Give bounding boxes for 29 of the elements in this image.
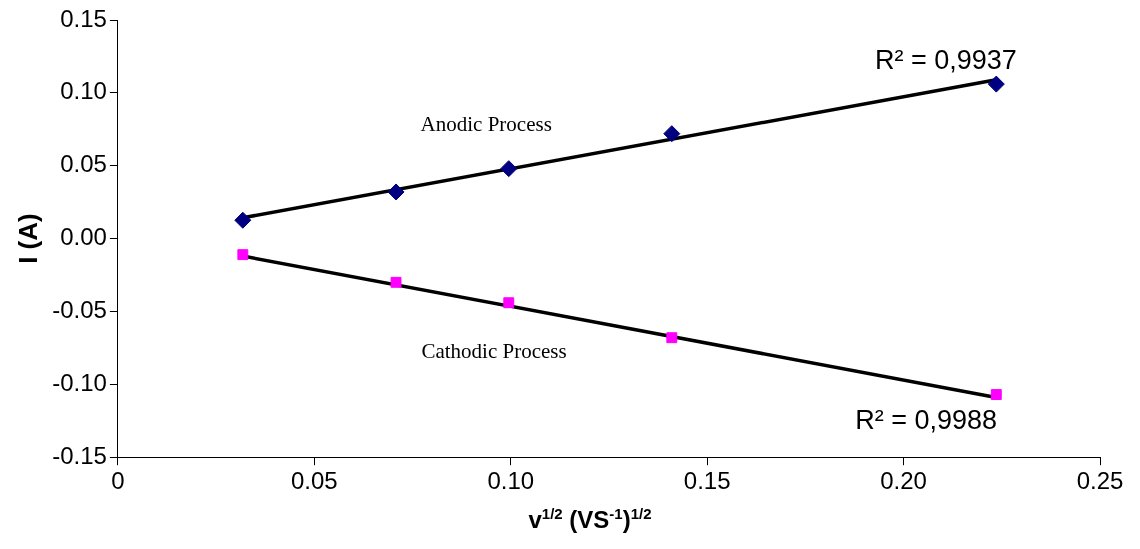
- point: [234, 211, 252, 229]
- y-tick-label: -0.10: [52, 368, 107, 396]
- point: [500, 160, 518, 178]
- y-tick-label: 0.05: [60, 150, 107, 178]
- point: [663, 125, 681, 143]
- y-tick-label: -0.15: [52, 441, 107, 469]
- annotation: R² = 0,9988: [855, 404, 998, 435]
- x-tick-label: 0: [111, 467, 125, 495]
- point: [666, 332, 678, 344]
- annotation: Anodic Process: [420, 111, 552, 136]
- y-tick-label: -0.05: [52, 296, 107, 324]
- annotation: Cathodic Process: [421, 339, 567, 364]
- x-tick-label: 0.25: [1076, 467, 1124, 495]
- x-axis-title: v$^{1/2}$ (VS$^{-1}$)$^{1/2}$: [527, 505, 653, 534]
- point: [237, 249, 249, 261]
- x-tick-label: 0.05: [290, 467, 338, 495]
- point: [387, 183, 405, 201]
- y-axis-title: I (A): [12, 213, 43, 264]
- y-tick-label: 0.00: [60, 223, 107, 251]
- y-tick-label: 0.15: [60, 4, 107, 32]
- x-tick-label: 0.15: [683, 467, 731, 495]
- x-tick-label: 0.20: [880, 467, 927, 495]
- y-tick-label: 0.10: [60, 77, 107, 105]
- point: [990, 389, 1002, 400]
- point: [987, 75, 1005, 93]
- point: [503, 297, 515, 309]
- annotation: R² = 0,9937: [874, 44, 1017, 75]
- x-tick-label: 0.10: [487, 467, 535, 495]
- point: [390, 276, 402, 288]
